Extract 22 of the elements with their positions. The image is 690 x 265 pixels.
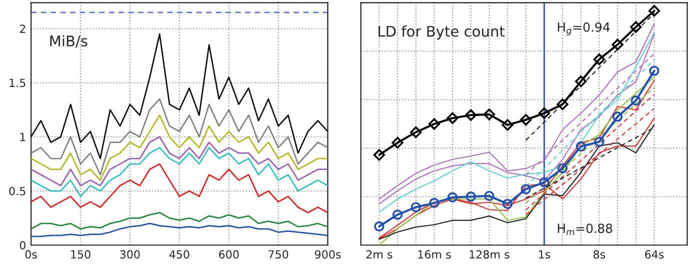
x-tick-label: 8s (594, 250, 606, 259)
x-tick-label: 1s (539, 250, 550, 259)
annotation: H$_{m}$=0.88 (558, 224, 612, 235)
annotation: H$_{g}$=0.94 (558, 22, 610, 36)
y-tick-label: 1.5 (10, 78, 26, 88)
x-tick-label: 300 (120, 250, 140, 259)
text: LD for Byte count (378, 26, 505, 40)
x-tick-label: 128m s (470, 250, 510, 259)
y-tick-label: 2 (20, 24, 26, 33)
x-tick-label: 450 (169, 250, 190, 259)
y-tick-label: 0 (20, 241, 26, 250)
x-tick-label: 16m s (418, 250, 451, 259)
x-tick-label: 0s (25, 250, 37, 259)
y-tick-label: 0.5 (9, 186, 26, 196)
x-tick-label: 64s (645, 250, 664, 259)
x-tick-label: 900s (314, 250, 341, 259)
x-tick-label: 2m s (366, 250, 392, 259)
x-tick-label: 150 (71, 250, 90, 259)
x-tick-label: 750 (268, 250, 288, 259)
x-tick-label: 600 (219, 250, 239, 259)
annotation: MiB/s (50, 35, 88, 48)
y-tick-label: 1 (20, 133, 26, 142)
